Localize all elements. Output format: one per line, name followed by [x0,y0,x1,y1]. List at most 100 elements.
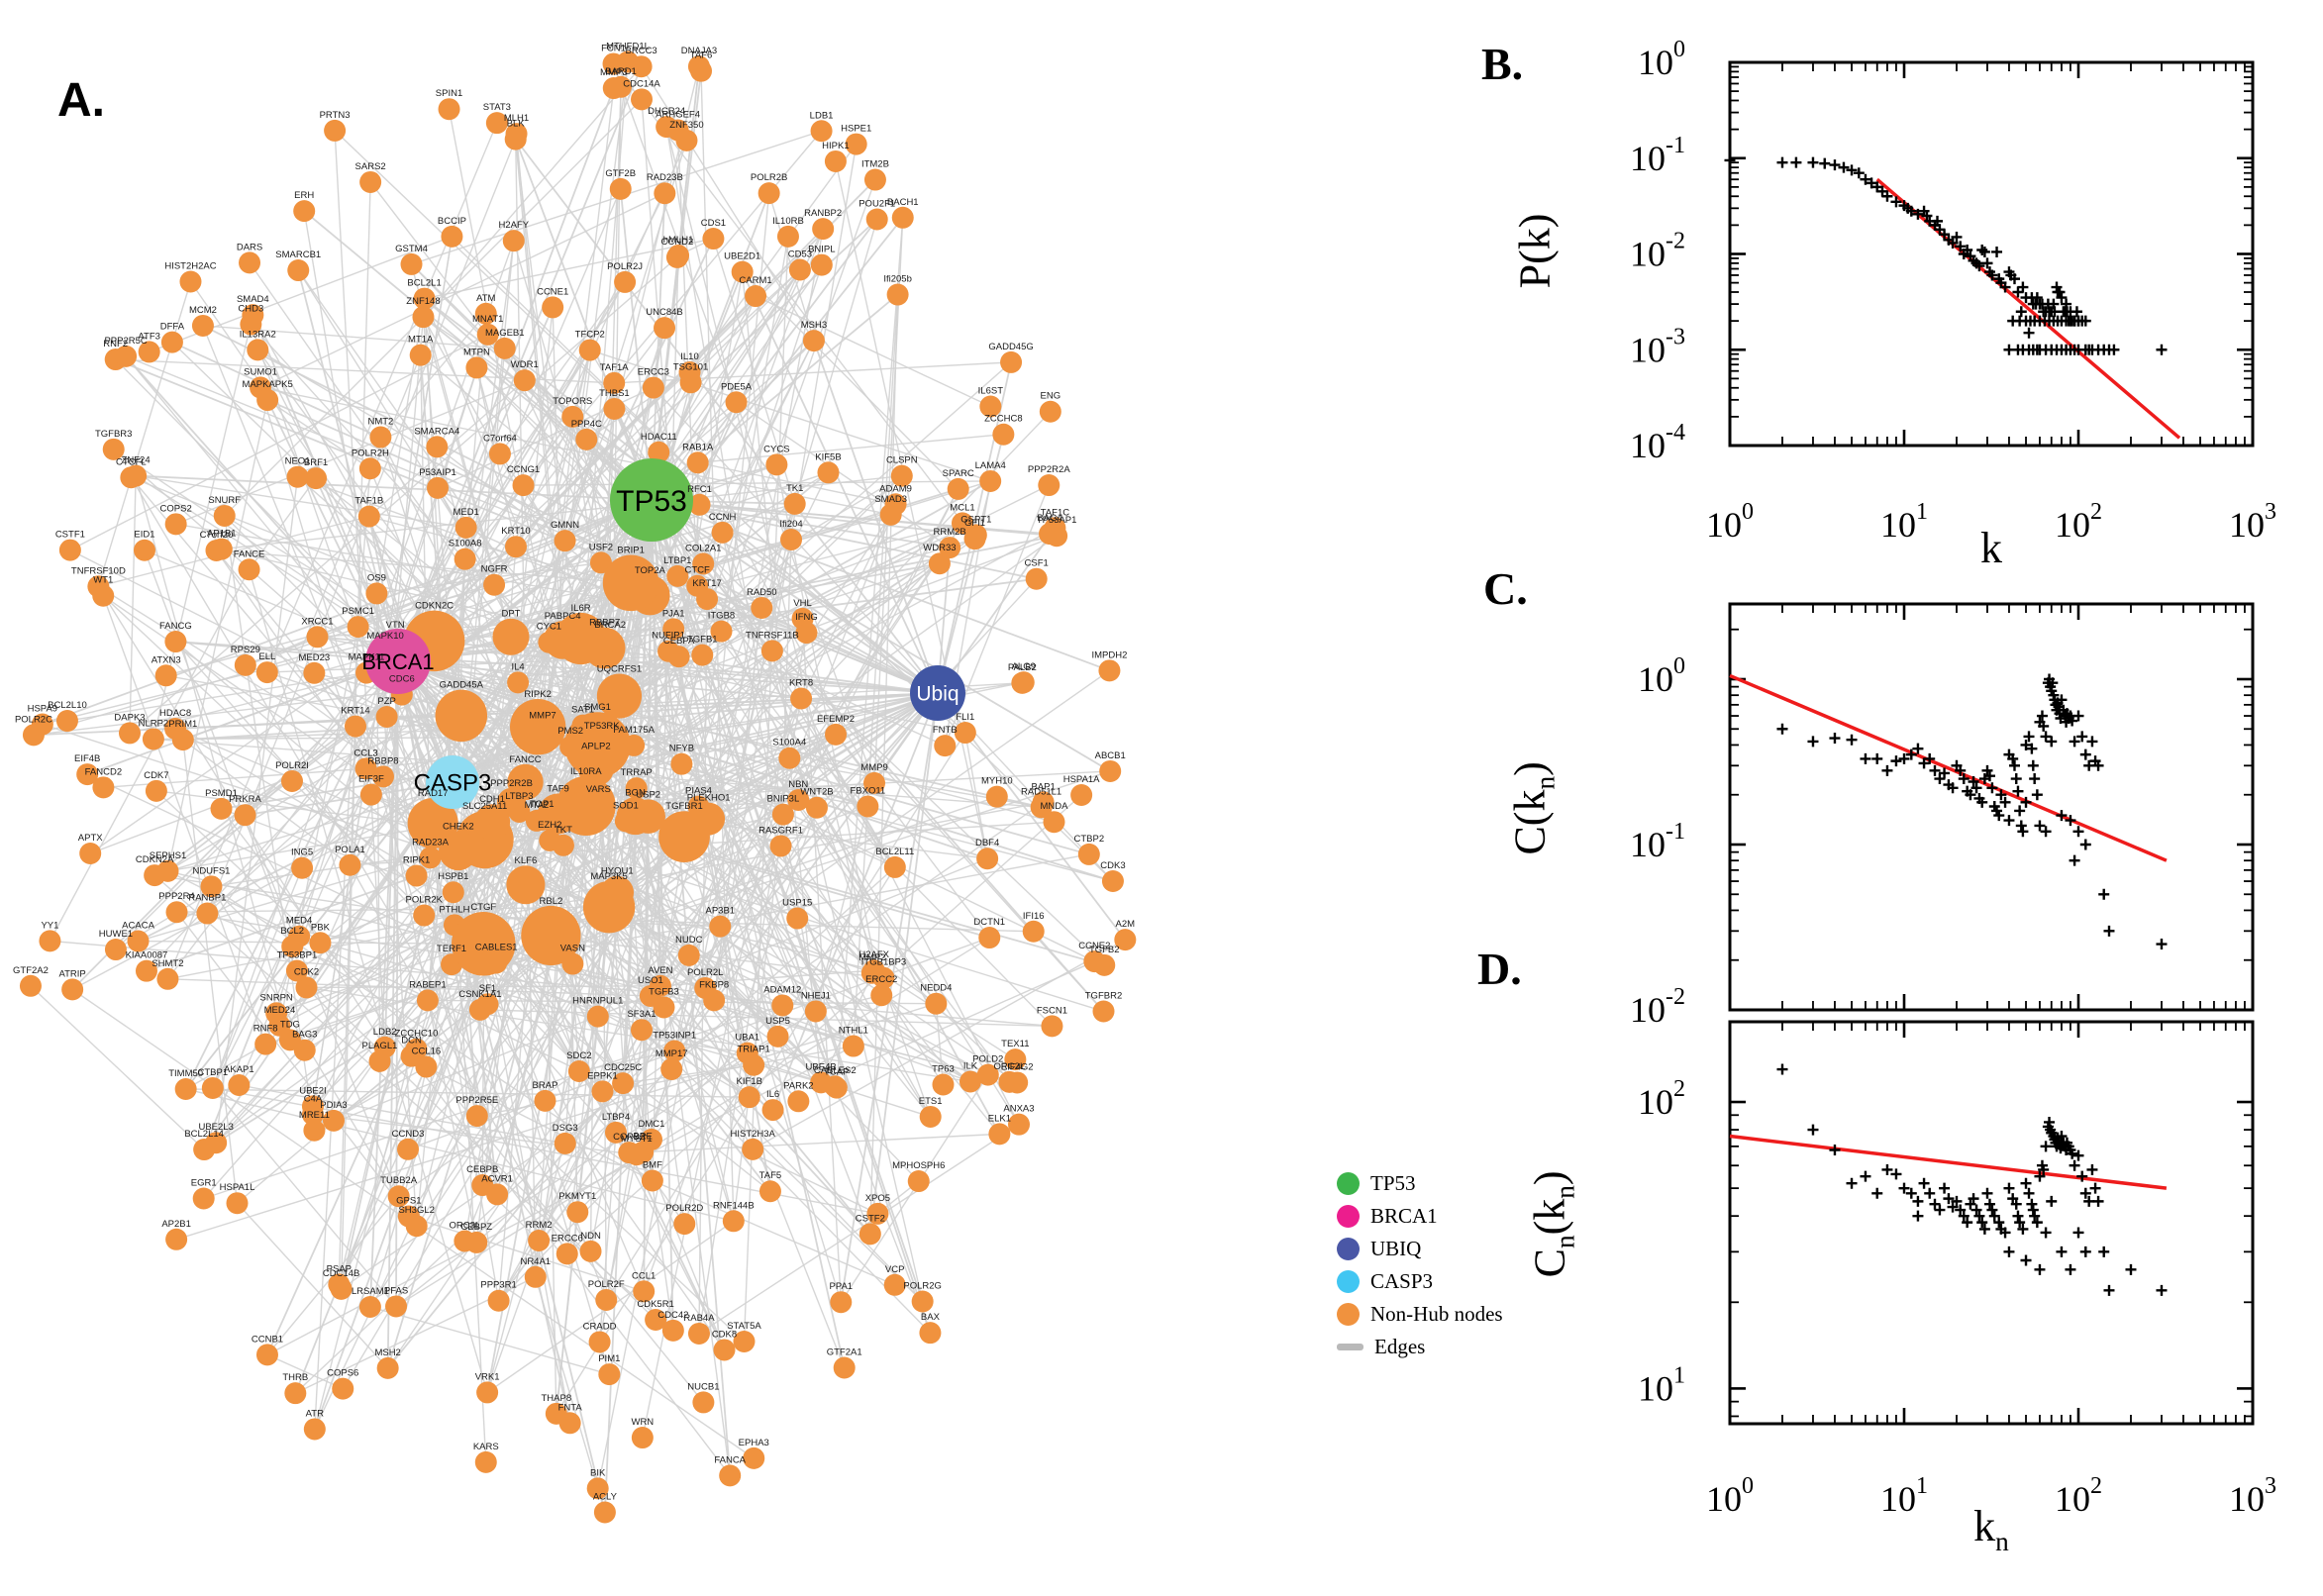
network-node [156,967,179,990]
data-point-marker [1871,752,1883,764]
node-label: EIF3F [358,774,384,785]
node-label: CCNE2 [1078,941,1110,951]
data-point-marker [1970,1204,1982,1216]
data-point-marker [1890,755,1902,767]
node-label: RNF144B [713,1200,755,1211]
network-node [976,1063,999,1086]
node-label: CSNK1A1 [458,989,501,1000]
network-edge [642,504,897,1152]
node-label: PZP [377,696,395,707]
node-label: CABLES1 [475,943,518,953]
data-point-marker [2072,315,2084,327]
panel-d-plot: 102 101 100 101 102 103 [1638,1020,2276,1519]
network-edge [633,745,731,1476]
hubs-group: TP53 BRCA1 Ubiq CASP3 [361,458,965,809]
network-edge [266,122,498,673]
node-label: ELK1 [988,1113,1011,1124]
network-node [833,1356,856,1379]
node-label: CEBPA [663,636,695,647]
network-node [1039,400,1061,423]
node-label: CTCFL [116,456,147,467]
data-point-marker [1912,1210,1924,1222]
y-tick-label: 10-3 [1630,324,1685,369]
network-edge [379,437,580,1072]
network-edge [643,807,818,1292]
node-label: EFEMP2 [817,714,855,725]
node-label: PLEKHO1 [687,793,731,804]
network-node [1101,870,1124,893]
data-point-marker [2072,826,2084,838]
node-label: POLD2 [972,1054,1003,1065]
node-label: ARHGEF4 [656,109,700,120]
network-edge [415,1048,704,1403]
node-label: HSPA9 [28,704,57,715]
node-label: POU2F1 [858,199,895,210]
node-label: GSTM4 [395,244,428,254]
hub-node-casp3 [426,755,479,809]
node-label: UBE2L3 [198,1122,233,1133]
data-point-marker [1853,167,1865,179]
data-point-marker [2012,785,2024,797]
network-node [357,505,380,528]
casp3-swatch-icon [1337,1269,1360,1293]
network-node [788,258,811,281]
node-label: C7orf20 [200,530,234,541]
data-point-marker [1981,764,1993,776]
node-label: PSMC1 [342,606,374,617]
network-node [102,438,125,460]
network-node [804,1000,827,1023]
node-label: CYCS [763,444,789,454]
node-label: IL10RA [570,766,602,777]
node-label: ERCC2 [865,974,897,985]
network-edge [175,911,418,1227]
network-node [743,1053,765,1076]
node-label: CCL1 [632,1270,656,1281]
network-edge [651,499,1037,580]
network-node [1006,1071,1029,1094]
node-label: TAF1B [354,496,383,507]
network-node [485,112,508,135]
data-point-marker [2031,1217,2043,1229]
node-label: RBBP7 [589,618,620,629]
node-label: MAGEB1 [485,328,525,339]
node-label: ZNF148 [406,296,440,307]
node-label: BMF [643,1160,662,1171]
node-label: PDIA3 [320,1100,347,1111]
node-label: CCNG1 [507,464,540,475]
network-edge [781,1005,871,1235]
network-edge [597,475,903,747]
node-label: FANCE [234,549,265,559]
network-node [234,804,256,827]
network-node [631,88,654,111]
data-point-marker [2020,739,2032,750]
node-label: WDR33 [923,543,956,553]
node-label: MTHFD1L [606,42,650,52]
node-label: TGFB1 [687,635,718,646]
network-node [642,376,664,399]
network-node [305,467,328,490]
node-label: CEBPB [466,1164,498,1175]
data-point-marker [2076,1170,2088,1182]
data-point-marker [2012,286,2024,298]
network-edge [175,1003,937,1241]
network-node [358,457,381,480]
network-node [293,200,316,223]
data-point-marker [1898,752,1910,764]
network-edge [597,814,784,1018]
node-label: ING5 [291,848,313,858]
data-point-marker [2014,805,2026,817]
network-node [686,451,709,474]
network-node [476,323,499,346]
data-point-marker [1986,1204,1998,1216]
network-node [934,735,957,757]
data-point-marker [2046,1195,2058,1207]
node-label: PPP2R5C [104,336,147,347]
node-label: GSPT1 [960,514,991,525]
node-label: NUDC [675,935,703,946]
node-label: CDS1 [701,218,726,229]
data-point-marker [2040,731,2052,743]
node-label: LTBP4 [602,1112,630,1123]
node-label: AP3B1 [705,906,735,917]
network-node [287,259,310,282]
network-node [427,476,450,499]
